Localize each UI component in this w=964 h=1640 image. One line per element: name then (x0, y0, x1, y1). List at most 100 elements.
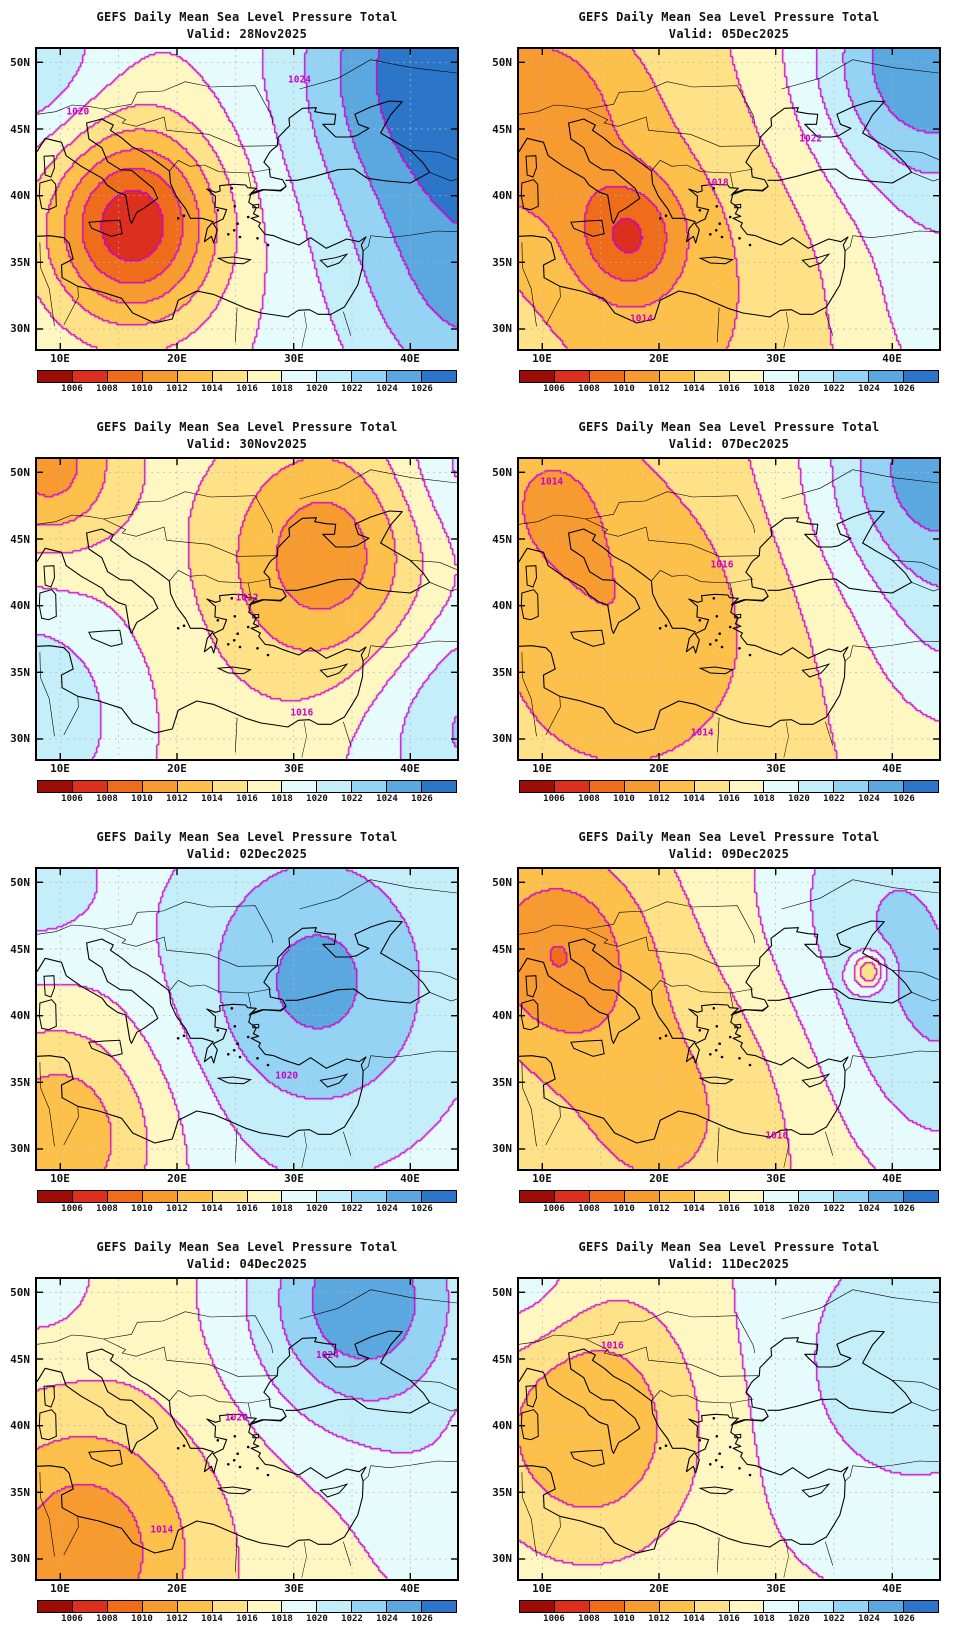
colorbar-tick-label: 1012 (166, 794, 188, 804)
lat-tick-label: 50N (492, 56, 512, 69)
pressure-field-canvas (37, 49, 457, 349)
latitude-axis: 50N 45N 40N 35N 30N (0, 1277, 33, 1581)
colorbar-segment (176, 1190, 213, 1203)
colorbar-segment (798, 1190, 835, 1203)
colorbar-segment (763, 780, 800, 793)
panel-valid-date: Valid: 07Dec2025 (668, 437, 790, 451)
lat-tick-label: 35N (10, 666, 30, 679)
pressure-map-panel: GEFS Daily Mean Sea Level Pressure Total… (482, 820, 964, 1230)
lat-tick-label: 40N (492, 189, 512, 202)
lat-tick-label: 40N (10, 1009, 30, 1022)
colorbar-segment (421, 370, 458, 383)
lat-tick-label: 40N (492, 599, 512, 612)
colorbar-segment (903, 780, 940, 793)
lon-tick-label: 10E (532, 1172, 552, 1185)
svg-text:1020: 1020 (275, 1071, 298, 1082)
colorbar-segment (351, 1190, 388, 1203)
colorbar-segment (903, 1190, 940, 1203)
map-row: 50N 45N 40N 35N 30N 1020 1024 (0, 47, 482, 351)
colorbar-segment (553, 370, 590, 383)
colorbar-segment (246, 780, 283, 793)
colorbar-tick-label: 1024 (858, 1614, 880, 1624)
colorbar-segment (658, 1190, 695, 1203)
colorbar-segment (868, 1600, 905, 1613)
map-area: 1016 (517, 867, 941, 1171)
colorbar-segment (106, 780, 143, 793)
lat-tick-label: 40N (10, 189, 30, 202)
colorbar-tick-label: 1006 (543, 794, 565, 804)
colorbar-segment (141, 370, 178, 383)
colorbar (37, 1190, 458, 1203)
colorbar-segment (519, 1600, 555, 1613)
colorbar-tick-label: 1014 (201, 384, 223, 394)
coastline-overlay: 1012 1016 (37, 459, 457, 759)
map-row: 50N 45N 40N 35N 30N 1014 1016 1014 (482, 457, 964, 761)
colorbar-segment (519, 370, 555, 383)
pressure-field-canvas (37, 1279, 457, 1579)
svg-text:1016: 1016 (601, 1341, 624, 1352)
lat-tick-label: 45N (10, 123, 30, 136)
colorbar-tick-label: 1020 (788, 1614, 810, 1624)
colorbar-segment (106, 370, 143, 383)
coastline-overlay: 1016 (519, 869, 939, 1169)
panel-valid-date: Valid: 09Dec2025 (668, 847, 790, 861)
colorbar-tick-label: 1024 (376, 1204, 398, 1214)
lat-tick-label: 40N (10, 1419, 30, 1432)
svg-text:1012: 1012 (236, 593, 259, 604)
lon-tick-label: 30E (284, 1172, 304, 1185)
longitude-axis: 10E 20E 30E 40E (517, 351, 941, 367)
colorbar-tick-label: 1006 (543, 384, 565, 394)
colorbar-segment (281, 1190, 318, 1203)
colorbar-tick-label: 1016 (236, 1204, 258, 1214)
lon-tick-label: 10E (50, 352, 70, 365)
colorbar-segment (623, 1190, 660, 1203)
colorbar-segment (106, 1190, 143, 1203)
colorbar-tick-label: 1020 (306, 1204, 328, 1214)
lat-tick-label: 30N (10, 1142, 30, 1155)
lat-tick-label: 30N (492, 322, 512, 335)
colorbar-segment (693, 1600, 730, 1613)
colorbar-segment (281, 370, 318, 383)
lon-tick-label: 30E (766, 352, 786, 365)
map-row: 50N 45N 40N 35N 30N 1022 1018 1014 (482, 47, 964, 351)
colorbar-tick-label: 1008 (578, 794, 600, 804)
colorbar-tick-label: 1018 (753, 384, 775, 394)
colorbar-tick-label: 1014 (683, 1204, 705, 1214)
colorbar-tick-label: 1026 (893, 384, 915, 394)
lat-tick-label: 30N (10, 1552, 30, 1565)
colorbar-segment (728, 370, 765, 383)
colorbar-tick-label: 1024 (858, 384, 880, 394)
colorbar-segment (386, 780, 423, 793)
map-area: 1016 (517, 1277, 941, 1581)
colorbar-tick-label: 1018 (271, 1614, 293, 1624)
colorbar (37, 370, 458, 383)
colorbar-tick-label: 1014 (683, 384, 705, 394)
pressure-map-panel: GEFS Daily Mean Sea Level Pressure Total… (0, 820, 482, 1230)
colorbar-segment (693, 780, 730, 793)
colorbar-tick-label: 1018 (271, 1204, 293, 1214)
colorbar-labels: 1006 1008 1010 1012 1014 1016 1018 1020 1022 1024… (519, 1203, 939, 1215)
lon-tick-label: 20E (649, 762, 669, 775)
colorbar-tick-label: 1006 (543, 1614, 565, 1624)
colorbar-labels: 1006 1008 1010 1012 1014 1016 1018 1020 1022 1024… (37, 1613, 457, 1625)
panel-title: GEFS Daily Mean Sea Level Pressure Total (96, 830, 398, 844)
pressure-field-canvas (519, 459, 939, 759)
lon-tick-label: 10E (50, 1172, 70, 1185)
colorbar-tick-label: 1022 (341, 1614, 363, 1624)
coastline-overlay: 1020 (37, 869, 457, 1169)
colorbar-tick-label: 1024 (376, 1614, 398, 1624)
colorbar-tick-label: 1020 (306, 794, 328, 804)
colorbar-segment (141, 1600, 178, 1613)
colorbar-tick-label: 1016 (236, 384, 258, 394)
colorbar-tick-label: 1026 (411, 1204, 433, 1214)
map-area: 1020 (35, 867, 459, 1171)
panel-valid-date: Valid: 28Nov2025 (186, 27, 308, 41)
colorbar-tick-label: 1018 (271, 794, 293, 804)
lat-tick-label: 30N (10, 322, 30, 335)
longitude-axis: 10E 20E 30E 40E (35, 1171, 459, 1187)
lon-tick-label: 10E (532, 352, 552, 365)
colorbar-segment (868, 370, 905, 383)
map-area: 1022 1018 1014 (517, 47, 941, 351)
map-area: 1012 1016 (35, 457, 459, 761)
colorbar-segment (211, 1600, 248, 1613)
